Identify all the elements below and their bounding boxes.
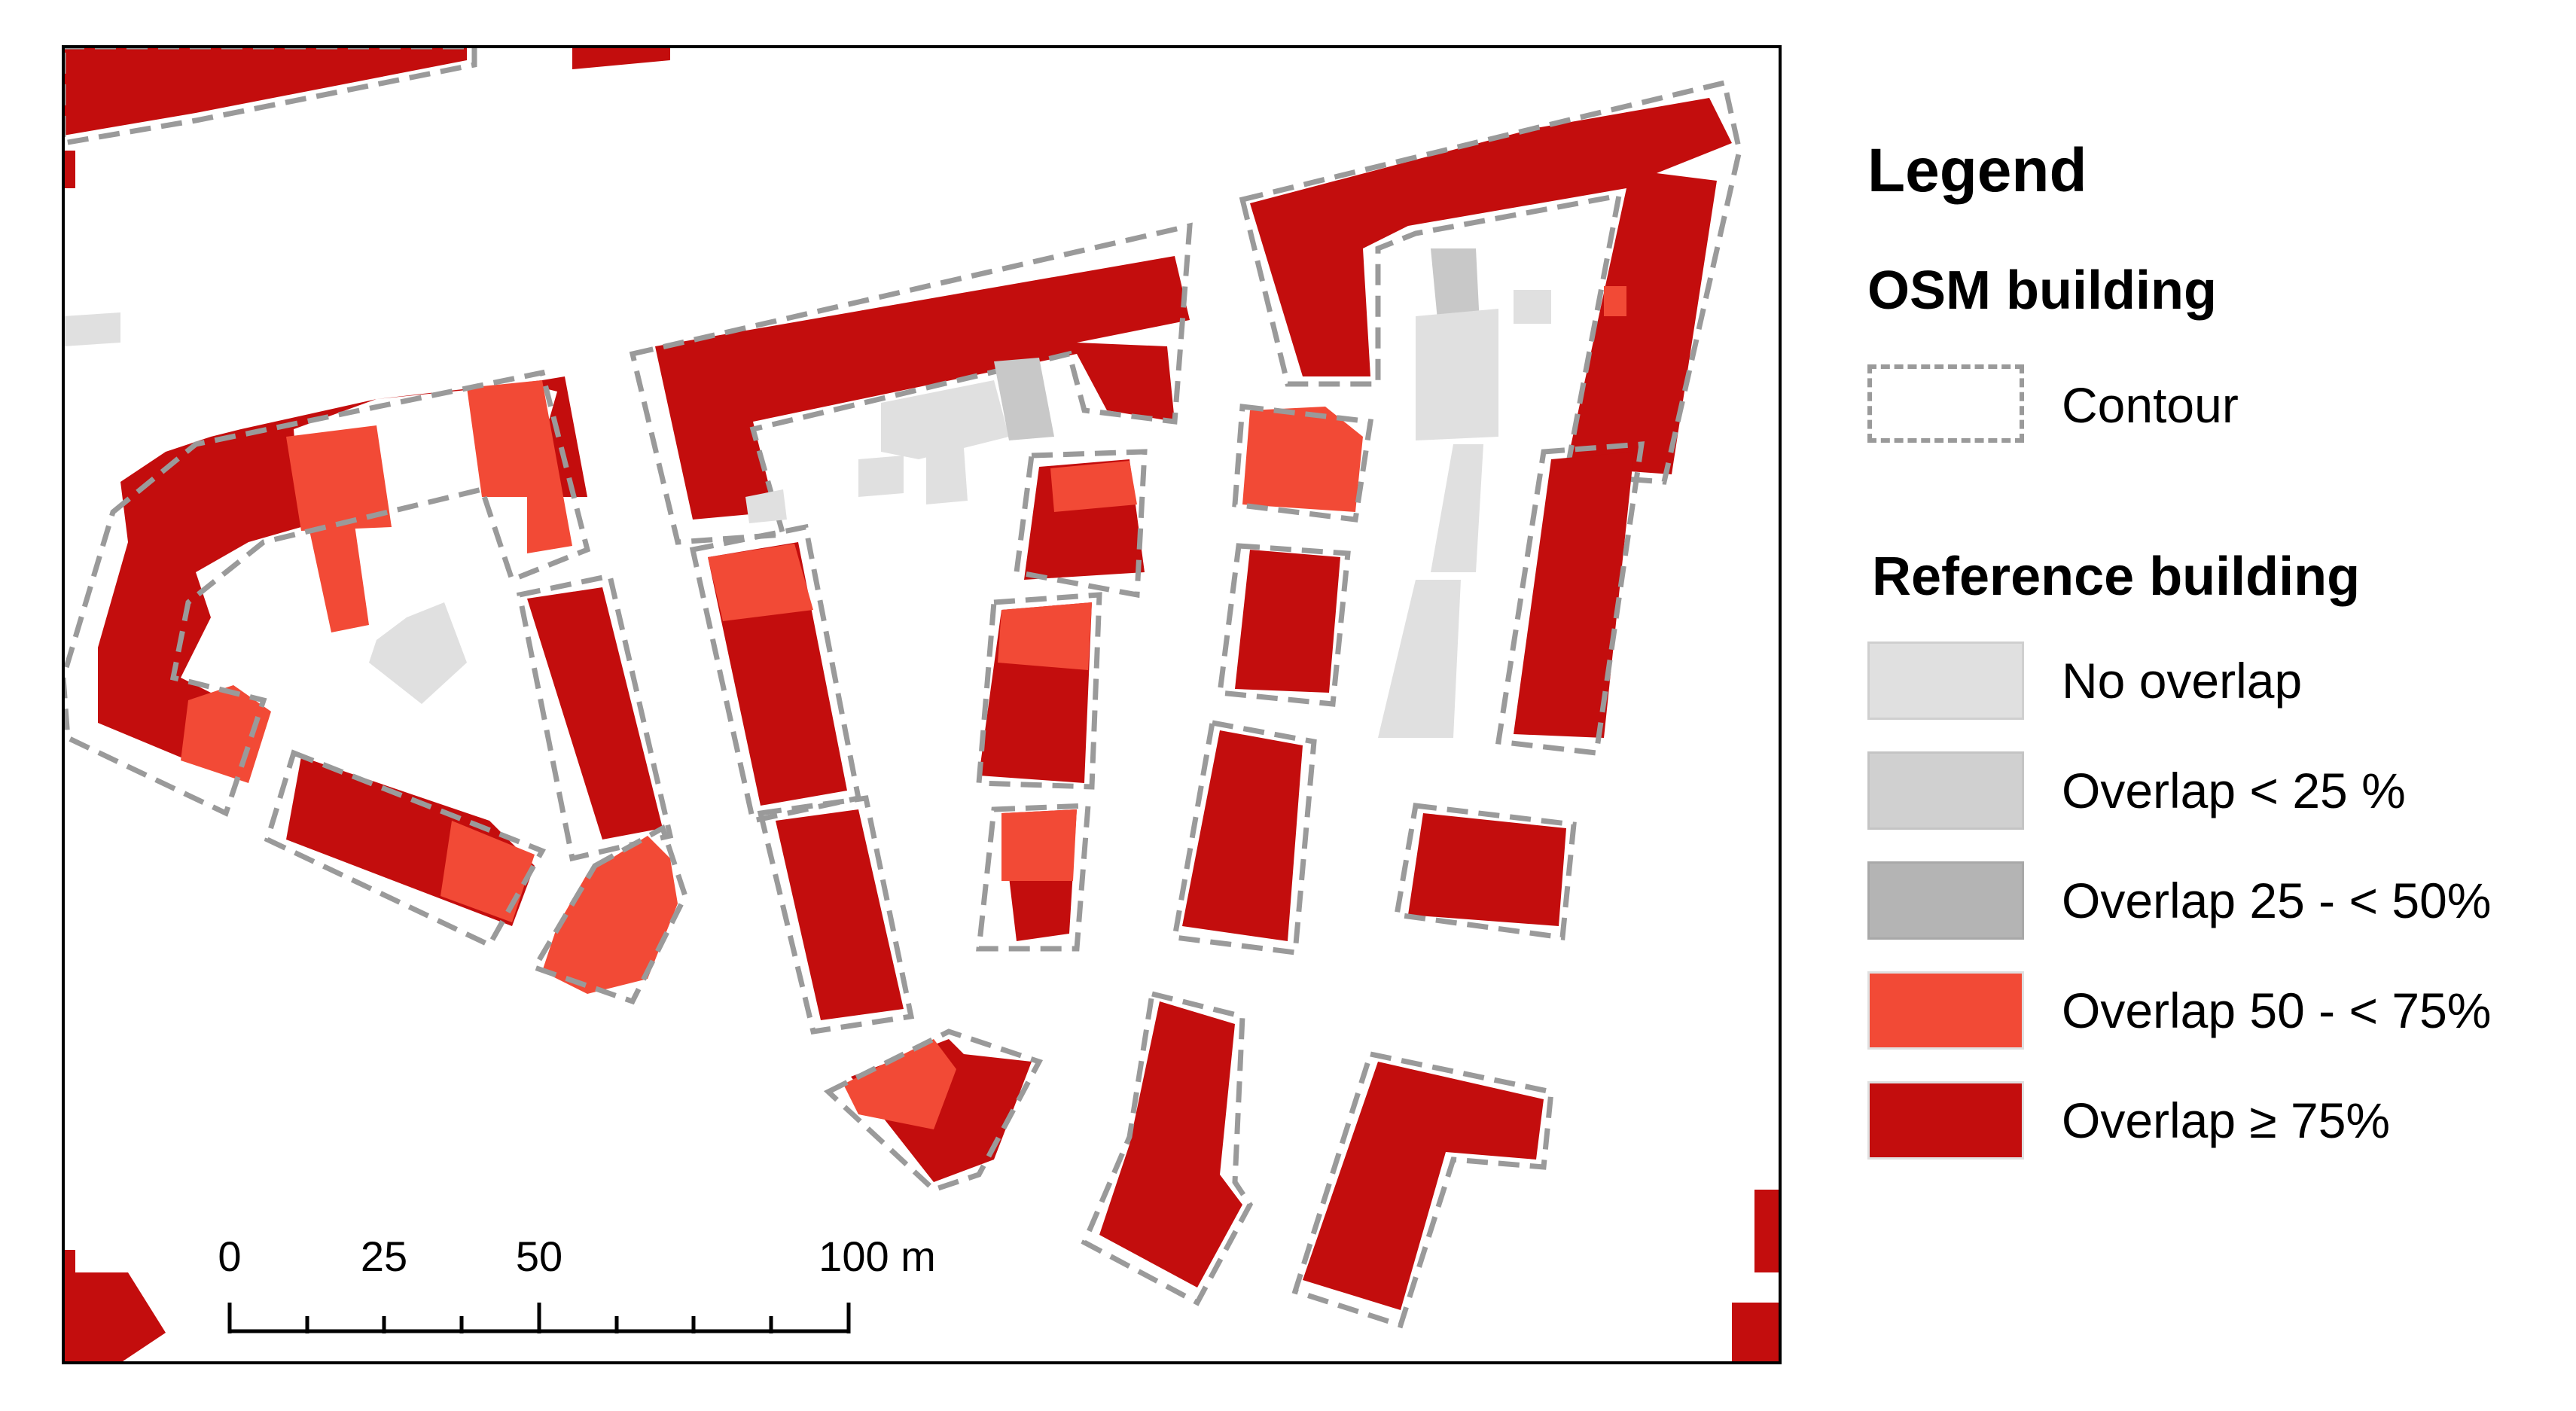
reference-building	[1099, 1001, 1242, 1288]
reference-building	[858, 456, 904, 497]
osm-building-heading: OSM building	[1867, 261, 2217, 321]
reference-building	[1754, 1190, 1780, 1272]
legend-label-overlap-lt-25: Overlap < 25 %	[2062, 763, 2406, 818]
reference-building	[1235, 550, 1340, 693]
reference-building	[1431, 248, 1480, 328]
osm-building-contour	[516, 572, 674, 862]
osm-building-contour	[1239, 79, 1742, 485]
scale-label-100: 100 m	[819, 1233, 936, 1280]
reference-building	[572, 47, 670, 69]
reference-building	[98, 376, 587, 760]
osm-building-contour	[1014, 449, 1148, 599]
reference-building	[1378, 580, 1461, 738]
reference-building	[1408, 813, 1566, 926]
reference-building	[1431, 444, 1483, 572]
legend-swatch-overlap-lt-25	[1867, 751, 2024, 830]
osm-building-contour	[1393, 803, 1577, 940]
reference-building	[63, 151, 75, 188]
reference-building	[1303, 1062, 1544, 1310]
reference-building	[286, 425, 392, 531]
reference-building	[309, 520, 369, 632]
legend-swatch-no-overlap	[1867, 642, 2024, 720]
reference-building-heading: Reference building	[1872, 547, 2361, 607]
contour-swatch	[1867, 364, 2024, 443]
legend-label-no-overlap: No overlap	[2062, 653, 2303, 709]
osm-building-contour	[1495, 441, 1645, 756]
reference-building	[542, 836, 678, 994]
osm-building-contour	[530, 824, 688, 1005]
osm-building-contour	[1232, 404, 1374, 523]
scale-bar: 0 25 50 100 m	[218, 1233, 936, 1333]
reference-building	[745, 489, 787, 523]
reference-building	[998, 602, 1092, 670]
reference-building	[467, 380, 572, 553]
osm-building-contour	[264, 749, 547, 949]
reference-building	[527, 587, 663, 840]
legend-title: Legend	[1867, 136, 2087, 205]
reference-building	[63, 312, 120, 346]
legend-label-overlap-ge-75: Overlap ≥ 75%	[2062, 1093, 2391, 1148]
reference-building	[181, 685, 271, 783]
map-frame	[62, 45, 1782, 1364]
reference-building	[994, 358, 1054, 440]
osm-building-contour	[63, 47, 477, 146]
reference-building	[63, 1272, 166, 1363]
reference-building	[369, 602, 467, 704]
osm-building-contour	[976, 803, 1091, 952]
reference-building	[1604, 286, 1626, 316]
osm-building-contour	[976, 592, 1102, 790]
legend-swatch-overlap-50-75	[1867, 971, 2024, 1050]
osm-building-contour	[823, 1029, 1044, 1193]
reference-building	[1001, 809, 1077, 881]
reference-building	[1050, 461, 1137, 512]
legend-swatch-overlap-25-50	[1867, 861, 2024, 940]
osm-building-contour	[629, 222, 1193, 545]
reference-building	[926, 448, 968, 504]
osm-building-contour	[1171, 719, 1317, 955]
scale-label-0: 0	[218, 1233, 241, 1280]
reference-building	[1514, 290, 1551, 324]
legend-label-overlap-25-50: Overlap 25 - < 50%	[2062, 873, 2492, 928]
reference-building	[1514, 452, 1634, 738]
reference-building	[441, 821, 535, 922]
reference-building	[1732, 1303, 1780, 1363]
osm-building-contour	[63, 369, 591, 817]
reference-building	[1416, 309, 1498, 440]
osm-building-contour	[1081, 990, 1254, 1306]
reference-building	[1242, 407, 1363, 512]
osm-building-contour	[757, 795, 915, 1035]
reference-building	[776, 809, 904, 1020]
buildings-layer	[63, 47, 1780, 1363]
contour-label: Contour	[2062, 377, 2239, 433]
scale-label-50: 50	[516, 1233, 562, 1280]
reference-building	[708, 544, 813, 621]
reference-building	[655, 256, 1190, 520]
reference-building	[843, 1039, 956, 1129]
osm-building-contour	[1217, 543, 1351, 707]
reference-building	[881, 380, 1009, 459]
scale-label-25: 25	[361, 1233, 407, 1280]
legend-label-overlap-50-75: Overlap 50 - < 75%	[2062, 983, 2492, 1038]
reference-building	[63, 47, 467, 136]
osm-building-contour	[1291, 1050, 1554, 1329]
legend-swatch-overlap-ge-75	[1867, 1081, 2024, 1160]
reference-building	[1250, 98, 1732, 474]
reference-building	[1182, 730, 1303, 941]
reference-building	[63, 1250, 75, 1272]
